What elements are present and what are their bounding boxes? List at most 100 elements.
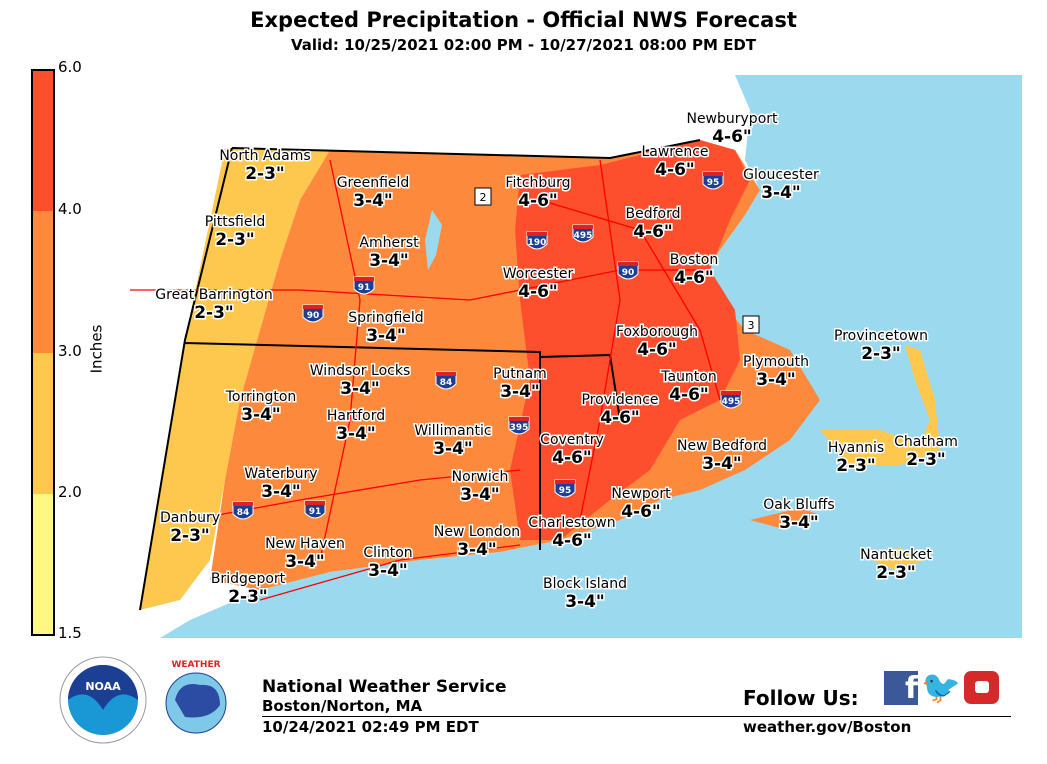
svg-text:91: 91 bbox=[358, 283, 371, 293]
precip-amount: 4-6" bbox=[669, 385, 709, 405]
lake bbox=[425, 210, 442, 270]
precip-amount: 4-6" bbox=[637, 340, 677, 360]
place-name: Willimantic bbox=[414, 423, 491, 439]
place-name: Nantucket bbox=[860, 547, 932, 563]
legend-bin-3-4 bbox=[33, 211, 53, 353]
marthas-vineyard bbox=[750, 508, 820, 528]
place-name: Bedford bbox=[626, 206, 681, 222]
svg-text:WEATHER: WEATHER bbox=[171, 660, 220, 670]
legend-tick: 4.0 bbox=[58, 200, 82, 218]
precip-amount: 3-4" bbox=[565, 592, 605, 612]
ocean bbox=[160, 75, 1022, 638]
org-name: National Weather Service bbox=[262, 677, 507, 697]
precip-map: 91 90 190 495 90 95 84 395 84 91 95 495 2 3 North Ada… bbox=[125, 75, 1022, 638]
svg-text:91: 91 bbox=[309, 507, 322, 517]
place-name: Gloucester bbox=[743, 167, 819, 183]
precip-amount: 3-4" bbox=[457, 540, 497, 560]
interstate-shield: 495 bbox=[572, 224, 594, 243]
state-borders bbox=[139, 139, 701, 611]
precip-amount: 3-4" bbox=[285, 552, 325, 572]
interstate-shield: 90 bbox=[617, 261, 639, 280]
svg-text:495: 495 bbox=[574, 231, 593, 241]
facebook-icon[interactable]: f bbox=[884, 671, 918, 706]
precip-amount: 4-6" bbox=[552, 531, 592, 551]
precip-amount: 3-4" bbox=[340, 379, 380, 399]
precip-amount: 4-6" bbox=[712, 127, 752, 147]
precip-amount: 2-3" bbox=[836, 456, 876, 476]
precip-amount: 2-3" bbox=[228, 587, 268, 607]
noaa-logo: NOAA bbox=[59, 656, 147, 744]
legend-label: Inches bbox=[87, 324, 106, 374]
twitter-icon[interactable]: 🐦 bbox=[921, 668, 961, 706]
place-name: Greenfield bbox=[337, 175, 410, 191]
place-name: Taunton bbox=[660, 369, 717, 385]
precip-amount: 3-4" bbox=[756, 370, 796, 390]
precip-amount: 3-4" bbox=[368, 561, 408, 581]
legend-tick: 6.0 bbox=[58, 58, 82, 76]
place-name: Great Barrington bbox=[155, 287, 272, 303]
footer-divider bbox=[262, 716, 1011, 717]
website-link[interactable]: weather.gov/Boston bbox=[743, 718, 912, 736]
precip-amount: 3-4" bbox=[500, 382, 540, 402]
svg-text:495: 495 bbox=[722, 397, 741, 407]
place-name: Providence bbox=[581, 392, 658, 408]
svg-text:84: 84 bbox=[440, 378, 453, 388]
svg-text:3: 3 bbox=[748, 319, 755, 332]
place-name: Oak Bluffs bbox=[763, 497, 834, 513]
interstate-shield: 91 bbox=[304, 500, 326, 519]
precip-amount: 4-6" bbox=[518, 191, 558, 211]
svg-text:90: 90 bbox=[307, 311, 320, 321]
route-marker: 2 bbox=[474, 187, 492, 206]
legend-bin-4-6 bbox=[33, 71, 53, 211]
precip-amount: 4-6" bbox=[655, 160, 695, 180]
place-name: Amherst bbox=[359, 235, 419, 251]
place-name: Provincetown bbox=[834, 328, 928, 344]
place-name: Hyannis bbox=[828, 440, 884, 456]
precip-amount: 4-6" bbox=[633, 222, 673, 242]
svg-text:90: 90 bbox=[622, 268, 635, 278]
follow-us: Follow Us: bbox=[743, 686, 859, 710]
precip-amount: 3-4" bbox=[433, 439, 473, 459]
place-name: Chatham bbox=[894, 434, 958, 450]
youtube-icon[interactable] bbox=[964, 671, 999, 704]
nantucket bbox=[860, 548, 925, 570]
interstate-shield: 495 bbox=[720, 390, 742, 409]
valid-period: Valid: 10/25/2021 02:00 PM - 10/27/2021 … bbox=[290, 36, 757, 54]
place-name: Lawrence bbox=[641, 144, 708, 160]
place-name: Coventry bbox=[540, 432, 604, 448]
precip-amount: 3-4" bbox=[241, 405, 281, 425]
precip-amount: 4-6" bbox=[621, 502, 661, 522]
interstate-shield: 95 bbox=[702, 171, 724, 190]
color-legend bbox=[31, 69, 55, 636]
precip-amount: 3-4" bbox=[761, 183, 801, 203]
precip-amount: 3-4" bbox=[353, 191, 393, 211]
interstate-shield: 395 bbox=[508, 416, 530, 435]
precip-amount: 2-3" bbox=[861, 344, 901, 364]
precip-amount: 2-3" bbox=[170, 526, 210, 546]
zone-2-3-cape bbox=[820, 345, 940, 465]
legend-bin-2-3 bbox=[33, 353, 53, 494]
svg-text:84: 84 bbox=[237, 508, 250, 518]
svg-text:95: 95 bbox=[559, 486, 572, 496]
place-name: Newburyport bbox=[686, 111, 778, 127]
nws-logo: WEATHER bbox=[152, 657, 240, 745]
precip-amount: 3-4" bbox=[369, 251, 409, 271]
precip-amount: 3-4" bbox=[779, 513, 819, 533]
svg-text:95: 95 bbox=[707, 178, 720, 188]
interstate-shield: 84 bbox=[232, 501, 254, 520]
interstates bbox=[130, 159, 721, 601]
svg-text:NOAA: NOAA bbox=[85, 680, 121, 693]
legend-bin-1.5-2 bbox=[33, 494, 53, 634]
route-marker: 3 bbox=[742, 315, 760, 334]
precip-amount: 2-3" bbox=[245, 164, 285, 184]
place-name: Foxborough bbox=[616, 324, 698, 340]
place-name: Newport bbox=[611, 486, 671, 502]
interstate-shield: 91 bbox=[353, 276, 375, 295]
office-name: Boston/Norton, MA bbox=[262, 697, 423, 715]
precip-amount: 4-6" bbox=[518, 282, 558, 302]
place-name: Hartford bbox=[327, 408, 385, 424]
precip-amount: 3-4" bbox=[460, 485, 500, 505]
zone-4-6 bbox=[510, 140, 750, 540]
place-name: Block Island bbox=[543, 576, 627, 592]
